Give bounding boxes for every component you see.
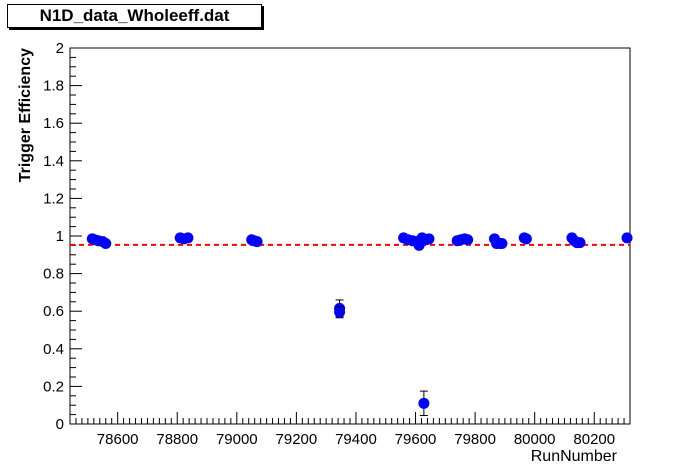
data-point — [423, 233, 435, 245]
y-tick-label: 0 — [56, 416, 64, 433]
point-marker — [418, 397, 430, 409]
x-tick-label: 79600 — [395, 431, 437, 448]
y-tick-label: 2 — [56, 40, 64, 57]
point-marker — [100, 238, 112, 250]
y-tick-label: 0.8 — [43, 266, 64, 283]
data-point — [574, 237, 586, 249]
y-axis: 0 0.2 0.4 0.6 0.8 1 1.2 1.4 1.6 1.8 2 — [43, 40, 82, 433]
x-tick-label: 79400 — [335, 431, 377, 448]
x-axis-label: RunNumber — [531, 448, 618, 465]
point-marker — [621, 232, 633, 244]
x-tick-label: 79200 — [276, 431, 318, 448]
data-point — [251, 236, 263, 248]
point-marker — [462, 234, 474, 246]
x-tick-label: 78600 — [97, 431, 139, 448]
y-tick-label: 1.4 — [43, 153, 64, 170]
data-point — [621, 232, 633, 244]
x-tick-label: 80200 — [573, 431, 615, 448]
y-tick-label: 0.4 — [43, 341, 64, 358]
data-points — [86, 232, 633, 417]
data-point — [520, 233, 532, 245]
point-marker — [496, 238, 508, 250]
y-tick-label: 1.8 — [43, 78, 64, 95]
x-tick-label: 78800 — [156, 431, 198, 448]
point-marker — [574, 237, 586, 249]
point-marker — [182, 232, 194, 244]
chart-title: N1D_data_Wholeeff.dat — [7, 4, 262, 28]
y-tick-label: 1.6 — [43, 115, 64, 132]
point-marker — [520, 233, 532, 245]
x-axis: 78600 78800 79000 79200 79400 79600 79800 80000… — [69, 412, 631, 448]
y-axis-label: Trigger Efficiency — [17, 48, 34, 182]
data-point — [100, 238, 112, 250]
x-tick-label: 79000 — [216, 431, 258, 448]
data-point — [496, 238, 508, 250]
plot-frame — [69, 47, 631, 425]
y-tick-label: 0.6 — [43, 303, 64, 320]
data-point — [462, 234, 474, 246]
x-tick-label: 80000 — [514, 431, 556, 448]
y-tick-label: 0.2 — [43, 378, 64, 395]
point-marker — [423, 233, 435, 245]
point-marker — [334, 306, 346, 318]
data-point — [182, 232, 194, 244]
data-point — [334, 306, 346, 319]
y-tick-label: 1.2 — [43, 190, 64, 207]
point-marker — [251, 236, 263, 248]
x-tick-label: 79800 — [454, 431, 496, 448]
data-point — [418, 390, 430, 417]
y-tick-label: 1 — [56, 228, 64, 245]
